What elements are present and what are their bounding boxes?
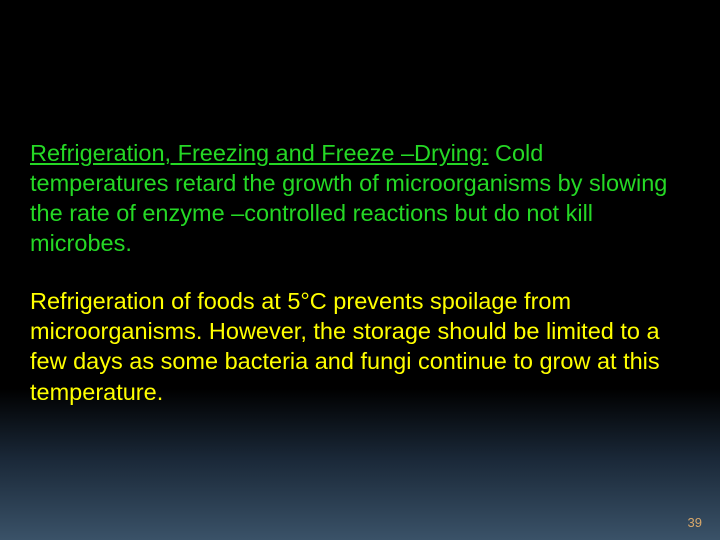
slide: Refrigeration, Freezing and Freeze –Dryi… — [0, 0, 720, 540]
paragraph-1: Refrigeration, Freezing and Freeze –Dryi… — [30, 138, 680, 258]
paragraph-2: Refrigeration of foods at 5°C prevents s… — [30, 286, 680, 406]
paragraph-1-heading: Refrigeration, Freezing and Freeze –Dryi… — [30, 140, 488, 166]
slide-number: 39 — [688, 515, 702, 530]
slide-content: Refrigeration, Freezing and Freeze –Dryi… — [30, 138, 680, 435]
